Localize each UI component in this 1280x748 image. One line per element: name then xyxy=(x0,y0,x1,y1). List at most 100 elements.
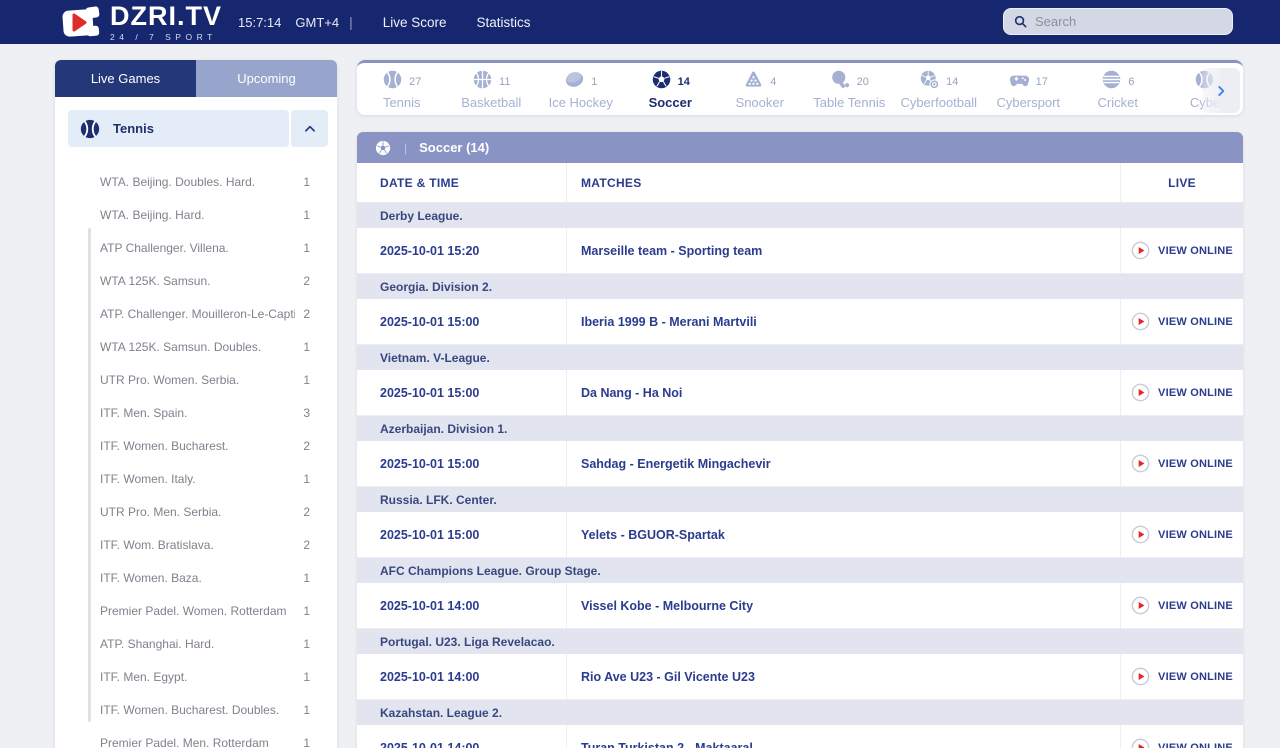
sport-tabs-bar: 27 Tennis 11 Basketball 1 xyxy=(357,60,1243,115)
sport-tab[interactable]: 17 Cybersport xyxy=(984,63,1074,115)
cybersport-icon xyxy=(1009,69,1030,95)
sport-tab[interactable]: 27 Tennis xyxy=(357,63,447,115)
view-online-button[interactable]: VIEW ONLINE xyxy=(1131,738,1233,748)
sidebar-league-item[interactable]: ITF. Men. Egypt. 1 xyxy=(55,660,337,693)
soccer-icon xyxy=(651,69,672,95)
match-row[interactable]: 2025-10-01 15:00 Yelets - BGUOR-Spartak … xyxy=(357,512,1243,558)
league-separator-row: Georgia. Division 2. xyxy=(357,274,1243,299)
sidebar-league-item[interactable]: ATP. Challenger. Mouilleron-Le-Captif. 2 xyxy=(55,297,337,330)
sport-tab[interactable]: 4 Snooker xyxy=(715,63,805,115)
sport-tab[interactable]: 1 Ice Hockey xyxy=(536,63,626,115)
play-circle-icon xyxy=(1131,596,1150,615)
tennis-icon xyxy=(382,69,403,95)
sport-tab-label: Tennis xyxy=(382,95,421,110)
sidebar-tab-upcoming[interactable]: Upcoming xyxy=(196,60,337,97)
tennis-accordion: Tennis xyxy=(68,110,328,147)
play-circle-icon xyxy=(1131,525,1150,544)
sport-tab[interactable]: 6 Cricket xyxy=(1073,63,1163,115)
search-input[interactable] xyxy=(1035,14,1215,29)
league-filter-count: 1 xyxy=(303,339,310,354)
league-filter-name: ITF. Men. Egypt. xyxy=(100,669,188,684)
match-row[interactable]: 2025-10-01 15:20 Marseille team - Sporti… xyxy=(357,228,1243,274)
view-online-button[interactable]: VIEW ONLINE xyxy=(1131,667,1233,686)
nav-statistics[interactable]: Statistics xyxy=(476,14,531,30)
soccer-ball-icon xyxy=(375,140,391,155)
sport-tab[interactable]: 14 Cyberfootball xyxy=(894,63,984,115)
sidebar-league-item[interactable]: ITF. Women. Bucharest. Doubles. 1 xyxy=(55,693,337,726)
match-datetime: 2025-10-01 15:20 xyxy=(380,243,480,258)
league-name: Georgia. Division 2. xyxy=(380,279,493,294)
sidebar-tab-live-games[interactable]: Live Games xyxy=(55,60,196,97)
sport-tab[interactable]: 14 Soccer xyxy=(626,63,716,115)
tabs-scroll-right-button[interactable] xyxy=(1202,68,1240,113)
sidebar-league-item[interactable]: UTR Pro. Men. Serbia. 2 xyxy=(55,495,337,528)
sidebar-league-item[interactable]: WTA. Beijing. Doubles. Hard. 1 xyxy=(55,165,337,198)
sport-tab-count: 1 xyxy=(591,76,598,88)
sport-tab-count: 6 xyxy=(1128,76,1135,88)
league-separator-row: Derby League. xyxy=(357,203,1243,228)
accordion-collapse-button[interactable] xyxy=(291,110,328,147)
cricket-icon xyxy=(1101,69,1122,95)
league-filter-count: 2 xyxy=(303,438,310,453)
header-nav: Live Score Statistics xyxy=(353,15,531,30)
league-group: Portugal. U23. Liga Revelacao. 2025-10-0… xyxy=(357,629,1243,700)
match-row[interactable]: 2025-10-01 14:00 Turan Turkistan 2 - Mak… xyxy=(357,725,1243,748)
sidebar-league-item[interactable]: ITF. Women. Baza. 1 xyxy=(55,561,337,594)
sidebar-league-item[interactable]: ATP Challenger. Villena. 1 xyxy=(55,231,337,264)
view-online-button[interactable]: VIEW ONLINE xyxy=(1131,241,1233,260)
sidebar-league-item[interactable]: UTR Pro. Women. Serbia. 1 xyxy=(55,363,337,396)
sport-tab[interactable]: 11 Basketball xyxy=(447,63,537,115)
sidebar-league-item[interactable]: ITF. Women. Italy. 1 xyxy=(55,462,337,495)
column-header-datetime: DATE & TIME xyxy=(380,175,460,190)
sport-tab-count: 17 xyxy=(1035,76,1048,88)
sport-tab-count: 4 xyxy=(770,76,777,88)
league-filter-list: WTA. Beijing. Doubles. Hard. 1 WTA. Beij… xyxy=(55,147,337,748)
view-online-label: VIEW ONLINE xyxy=(1158,386,1233,399)
league-filter-count: 2 xyxy=(303,273,310,288)
view-online-button[interactable]: VIEW ONLINE xyxy=(1131,596,1233,615)
sport-tab-label: Table Tennis xyxy=(813,95,886,110)
sidebar-league-item[interactable]: WTA 125K. Samsun. Doubles. 1 xyxy=(55,330,337,363)
site-logo[interactable]: DZRI.TV 24 / 7 SPORT xyxy=(60,2,222,42)
column-header-matches: MATCHES xyxy=(581,175,642,190)
league-filter-count: 1 xyxy=(303,471,310,486)
sidebar-league-item[interactable]: WTA. Beijing. Hard. 1 xyxy=(55,198,337,231)
view-online-label: VIEW ONLINE xyxy=(1158,244,1233,257)
league-name: Derby League. xyxy=(380,208,463,223)
view-online-label: VIEW ONLINE xyxy=(1158,599,1233,612)
sidebar-league-item[interactable]: WTA 125K. Samsun. 2 xyxy=(55,264,337,297)
view-online-button[interactable]: VIEW ONLINE xyxy=(1131,383,1233,402)
league-separator-row: Azerbaijan. Division 1. xyxy=(357,416,1243,441)
sidebar-league-item[interactable]: ITF. Wom. Bratislava. 2 xyxy=(55,528,337,561)
header-clock: 15:7:14 xyxy=(238,14,282,30)
sidebar: Live Games Upcoming Tennis WTA. Beijing.… xyxy=(55,60,337,748)
match-row[interactable]: 2025-10-01 14:00 Vissel Kobe - Melbourne… xyxy=(357,583,1243,629)
sidebar-league-item[interactable]: Premier Padel. Men. Rotterdam 1 xyxy=(55,726,337,748)
sport-tab[interactable]: 20 Table Tennis xyxy=(805,63,895,115)
chevron-right-icon xyxy=(1218,85,1225,96)
league-filter-count: 1 xyxy=(303,174,310,189)
league-name: Russia. LFK. Center. xyxy=(380,492,497,507)
league-filter-name: ATP. Shanghai. Hard. xyxy=(100,636,215,651)
ice-hockey-icon xyxy=(564,69,585,95)
league-group: Kazahstan. League 2. 2025-10-01 14:00 Tu… xyxy=(357,700,1243,748)
match-row[interactable]: 2025-10-01 14:00 Rio Ave U23 - Gil Vicen… xyxy=(357,654,1243,700)
sidebar-scrollbar-thumb[interactable] xyxy=(88,228,91,722)
sidebar-league-item[interactable]: Premier Padel. Women. Rotterdam 1 xyxy=(55,594,337,627)
match-row[interactable]: 2025-10-01 15:00 Da Nang - Ha Noi VIEW O… xyxy=(357,370,1243,416)
league-group: Georgia. Division 2. 2025-10-01 15:00 Ib… xyxy=(357,274,1243,345)
sidebar-league-item[interactable]: ITF. Men. Spain. 3 xyxy=(55,396,337,429)
view-online-button[interactable]: VIEW ONLINE xyxy=(1131,312,1233,331)
match-row[interactable]: 2025-10-01 15:00 Iberia 1999 B - Merani … xyxy=(357,299,1243,345)
sport-tab-label: Cyberfootball xyxy=(900,95,978,110)
match-datetime: 2025-10-01 14:00 xyxy=(380,740,480,748)
view-online-button[interactable]: VIEW ONLINE xyxy=(1131,525,1233,544)
tennis-accordion-header[interactable]: Tennis xyxy=(68,110,289,147)
match-row[interactable]: 2025-10-01 15:00 Sahdag - Energetik Ming… xyxy=(357,441,1243,487)
sidebar-league-item[interactable]: ITF. Women. Bucharest. 2 xyxy=(55,429,337,462)
nav-live-score[interactable]: Live Score xyxy=(382,14,447,30)
matches-table: DATE & TIME MATCHES LIVE Derby League. 2… xyxy=(357,163,1243,748)
sidebar-league-item[interactable]: ATP. Shanghai. Hard. 1 xyxy=(55,627,337,660)
view-online-button[interactable]: VIEW ONLINE xyxy=(1131,454,1233,473)
league-filter-name: ITF. Men. Spain. xyxy=(100,405,188,420)
